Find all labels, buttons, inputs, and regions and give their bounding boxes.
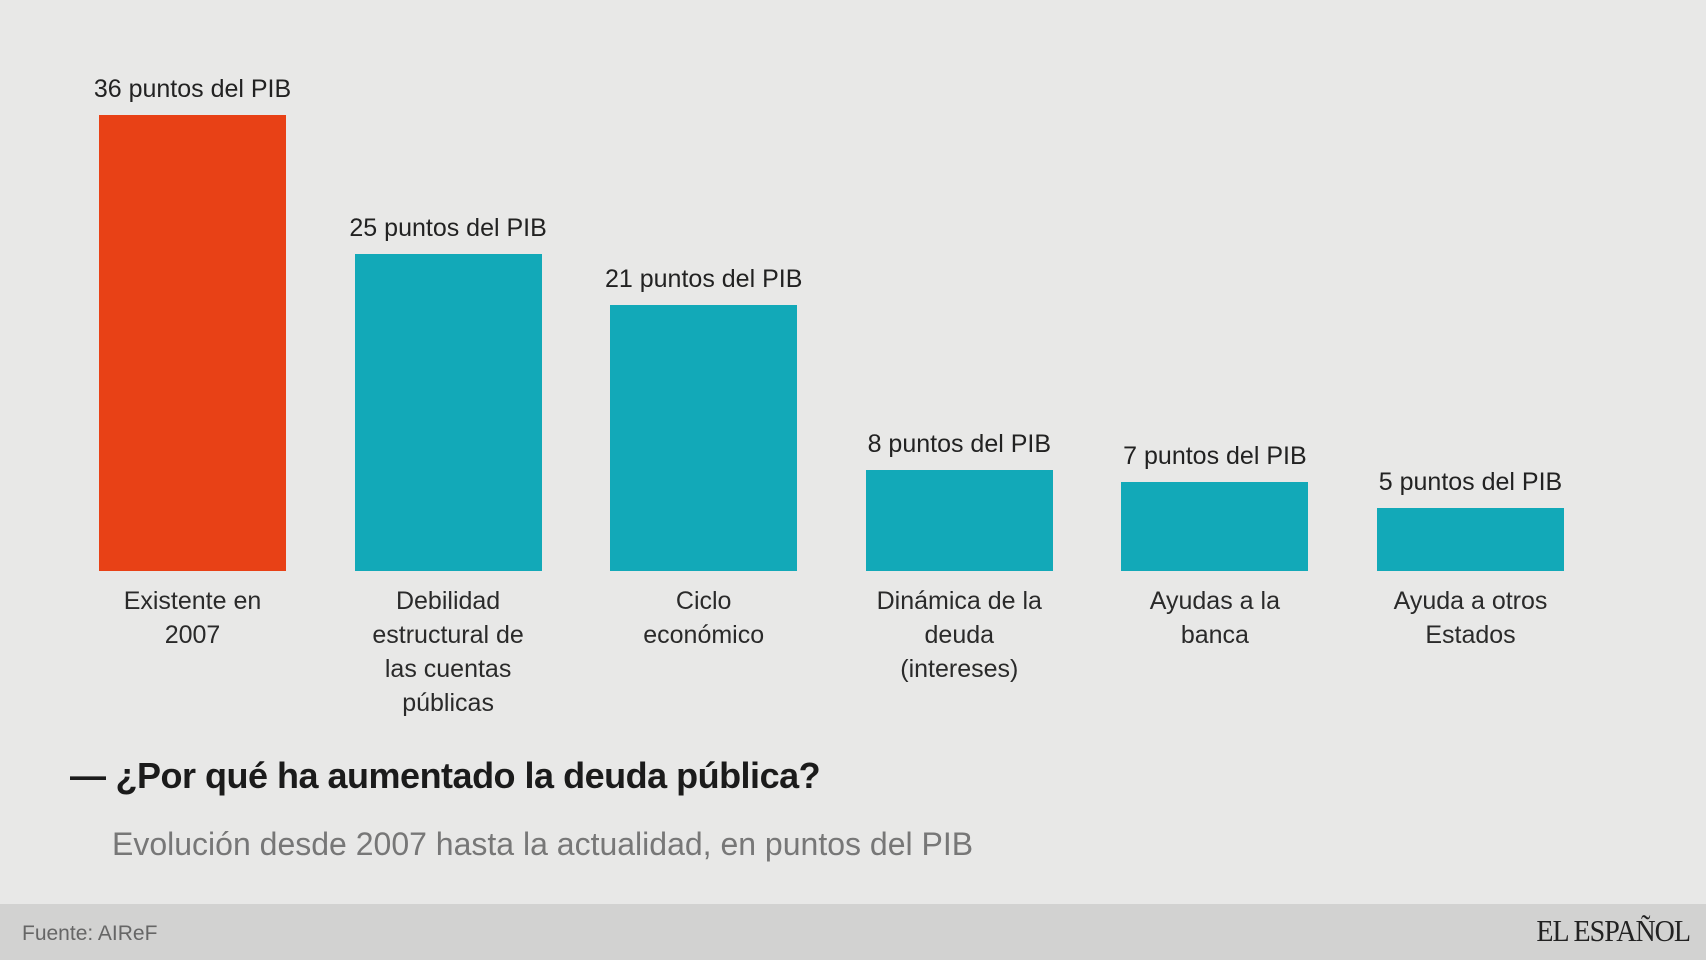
data-label-6: 5 puntos del PIB (1378, 467, 1563, 496)
category-label-line: Dinámica de la (876, 587, 1042, 615)
category-label-5: Ayudas a la banca (1105, 584, 1325, 652)
footer: Fuente: AIReF EL ESPAÑOL (0, 904, 1706, 960)
data-label-3: 21 puntos del PIB (605, 265, 803, 293)
category-label-6: Ayuda a otros Estados (1361, 584, 1581, 652)
category-label-line: Existente en (123, 587, 262, 615)
category-label-line: Ciclo (675, 587, 732, 615)
data-label-5: 7 puntos del PIB (1123, 442, 1307, 471)
chart-subtitle: Evolución desde 2007 hasta la actualidad… (112, 826, 974, 862)
bar-2 (354, 254, 542, 571)
category-label-line: públicas (402, 689, 494, 717)
bar-4 (865, 469, 1053, 571)
data-label-2: 25 puntos del PIB (349, 214, 547, 243)
category-label-1: Existente en 2007 (83, 584, 303, 652)
el-espanol-logo: EL ESPAÑOL (1536, 914, 1691, 949)
bar-5 (1121, 482, 1309, 571)
data-label-1: 36 puntos del PIB (93, 75, 292, 103)
category-label-line: (intereses) (900, 655, 1019, 683)
category-label-line: Estados (1425, 621, 1516, 649)
category-label-line: estructural de (372, 621, 524, 649)
bar-1 (99, 115, 286, 571)
category-label-line: 2007 (164, 621, 221, 649)
category-label-line: las cuentas (384, 655, 512, 683)
chart-title-row: — ¿Por qué ha aumentado la deuda pública? (70, 755, 821, 797)
bar-chart: 36 puntos del PIB Existente en 2007 25 punt… (83, 75, 1581, 720)
category-label-line: Debilidad (395, 587, 501, 615)
category-label-line: Ayudas a la (1149, 587, 1280, 615)
category-label-line: deuda (924, 621, 995, 649)
category-label-line: económico (643, 621, 765, 649)
category-label-4: Dinámica de la deuda (intereses) (849, 584, 1069, 686)
category-label-2: Debilidad estructural de las cuentas públic… (338, 584, 558, 720)
category-label-3: Ciclo económico (594, 584, 814, 652)
data-label-4: 8 puntos del PIB (867, 429, 1052, 458)
chart-title: ¿Por qué ha aumentado la deuda pública? (115, 755, 821, 796)
title-dash: — (70, 755, 106, 796)
category-label-line: Ayuda a otros (1393, 587, 1548, 615)
category-label-line: banca (1180, 621, 1249, 649)
bar-6 (1377, 507, 1564, 571)
source-note: Fuente: AIReF (22, 922, 158, 945)
bar-3 (610, 305, 798, 571)
